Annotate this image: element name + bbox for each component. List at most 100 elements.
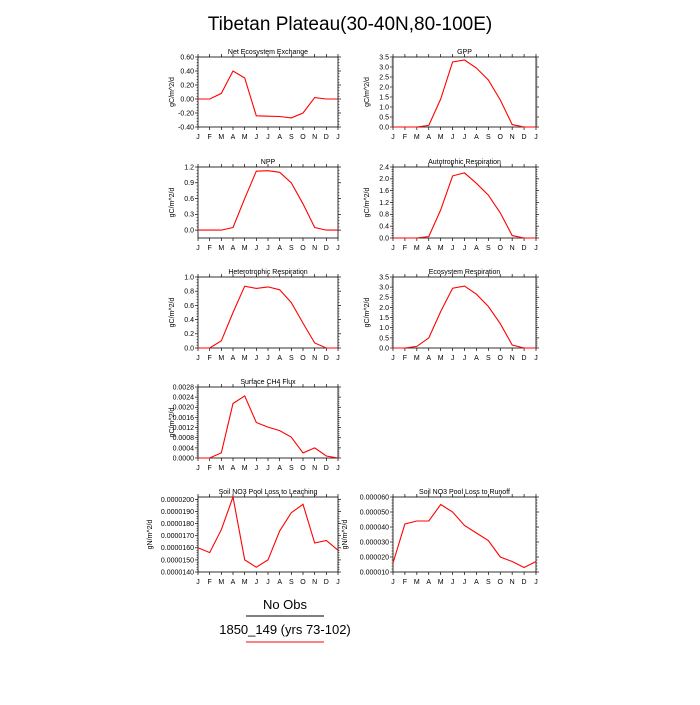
y-tick-label: 0.0 — [379, 235, 389, 242]
y-axis-label: gN/m^2/d — [147, 520, 154, 550]
x-tick-label: J — [255, 355, 259, 362]
series-line — [393, 172, 536, 239]
x-tick-label: M — [218, 245, 224, 252]
y-tick-label: 1.2 — [184, 164, 194, 171]
chart-panel: Net Ecosystem Exchange -0.40 -0.20 0.00 0.20… — [169, 49, 341, 141]
chart-title: Ecosystem Respiration — [429, 269, 501, 276]
x-tick-label: N — [510, 245, 515, 252]
chart-panel: Soil NO3 Pool Loss to Runoff 0.000010 0.00… — [342, 489, 539, 586]
x-tick-label: J — [391, 579, 395, 586]
y-tick-label: 3.0 — [379, 64, 389, 71]
x-tick-label: D — [522, 245, 527, 252]
y-tick-label: 0.0000 — [173, 455, 195, 462]
x-tick-label: S — [289, 579, 294, 586]
x-tick-label: J — [463, 245, 467, 252]
y-axis-label: gC/m^2/d — [169, 77, 176, 107]
x-tick-label: N — [312, 355, 317, 362]
x-tick-label: F — [208, 579, 212, 586]
x-tick-label: J — [534, 245, 538, 252]
x-tick-label: F — [403, 355, 407, 362]
x-tick-label: N — [510, 579, 515, 586]
y-tick-label: 0.0000140 — [161, 569, 194, 576]
x-tick-label: A — [277, 134, 282, 141]
y-tick-label: 0.0000170 — [161, 533, 194, 540]
x-tick-label: F — [403, 245, 407, 252]
y-tick-label: 0.20 — [180, 82, 194, 89]
x-tick-label: M — [438, 579, 444, 586]
x-tick-label: A — [474, 134, 479, 141]
x-tick-label: D — [522, 134, 527, 141]
x-tick-label: M — [218, 579, 224, 586]
x-tick-label: F — [403, 579, 407, 586]
x-tick-label: J — [255, 579, 259, 586]
x-tick-label: M — [414, 245, 420, 252]
y-tick-label: 0.6 — [184, 196, 194, 203]
x-tick-label: J — [391, 355, 395, 362]
x-tick-label: J — [255, 245, 259, 252]
chart-title: GPP — [457, 49, 472, 56]
x-tick-label: A — [277, 245, 282, 252]
x-tick-label: M — [242, 355, 248, 362]
y-tick-label: 0.60 — [180, 54, 194, 61]
y-tick-label: 2.5 — [379, 295, 389, 302]
x-tick-label: S — [289, 355, 294, 362]
plot-frame — [392, 496, 537, 573]
x-tick-label: A — [426, 355, 431, 362]
y-tick-label: 0.0000150 — [161, 557, 194, 564]
x-tick-label: O — [498, 579, 504, 586]
x-tick-label: J — [196, 465, 200, 472]
x-tick-label: O — [300, 579, 306, 586]
chart-title: Autotrophic Respiration — [428, 159, 501, 166]
y-tick-label: 1.5 — [379, 94, 389, 101]
x-tick-label: F — [208, 355, 212, 362]
x-tick-label: M — [242, 465, 248, 472]
x-tick-label: J — [266, 355, 270, 362]
x-tick-label: M — [438, 355, 444, 362]
x-tick-label: J — [463, 355, 467, 362]
series-line — [393, 285, 536, 349]
y-tick-label: 1.0 — [379, 325, 389, 332]
x-tick-label: S — [289, 465, 294, 472]
y-tick-label: 2.4 — [379, 164, 389, 171]
chart-panel: Soil NO3 Pool Loss to Leaching 0.0000140 0… — [147, 489, 341, 586]
y-tick-label: 0.0028 — [173, 384, 195, 391]
y-tick-label: 0.3 — [184, 212, 194, 219]
x-tick-label: J — [266, 465, 270, 472]
y-tick-label: 2.0 — [379, 176, 389, 183]
plot-frame — [197, 276, 339, 349]
chart-title: Soil NO3 Pool Loss to Leaching — [219, 489, 318, 496]
x-tick-label: J — [196, 134, 200, 141]
x-tick-label: J — [391, 134, 395, 141]
x-tick-label: D — [324, 465, 329, 472]
chart-panel: Autotrophic Respiration 0.0 0.4 0.8 1.2 1.6 2.… — [364, 159, 539, 252]
x-tick-label: O — [300, 465, 306, 472]
x-tick-label: J — [266, 579, 270, 586]
y-tick-label: 0.0000160 — [161, 545, 194, 552]
x-tick-label: D — [522, 579, 527, 586]
y-tick-label: 1.0 — [379, 104, 389, 111]
chart-title: Soil NO3 Pool Loss to Runoff — [419, 489, 510, 496]
x-tick-label: J — [451, 355, 455, 362]
x-tick-label: D — [324, 579, 329, 586]
x-tick-label: J — [451, 134, 455, 141]
x-tick-label: M — [414, 579, 420, 586]
y-tick-label: 3.5 — [379, 54, 389, 61]
y-tick-label: 0.0000200 — [161, 497, 194, 504]
x-tick-label: A — [277, 355, 282, 362]
plot-frame — [197, 386, 339, 459]
chart-panel: Heterotrophic Respiration 0.0 0.2 0.4 0.6 0.8… — [169, 269, 341, 362]
y-tick-label: 0.000060 — [360, 494, 389, 501]
series-line — [198, 395, 339, 459]
x-tick-label: S — [486, 579, 491, 586]
x-tick-label: F — [208, 134, 212, 141]
x-tick-label: J — [196, 355, 200, 362]
y-axis-label: gN/m^2/d — [342, 520, 349, 550]
y-tick-label: 0.0020 — [173, 405, 195, 412]
x-tick-label: M — [438, 134, 444, 141]
y-tick-label: 1.2 — [379, 200, 389, 207]
series-line — [197, 494, 339, 568]
plot-frame — [197, 166, 339, 239]
